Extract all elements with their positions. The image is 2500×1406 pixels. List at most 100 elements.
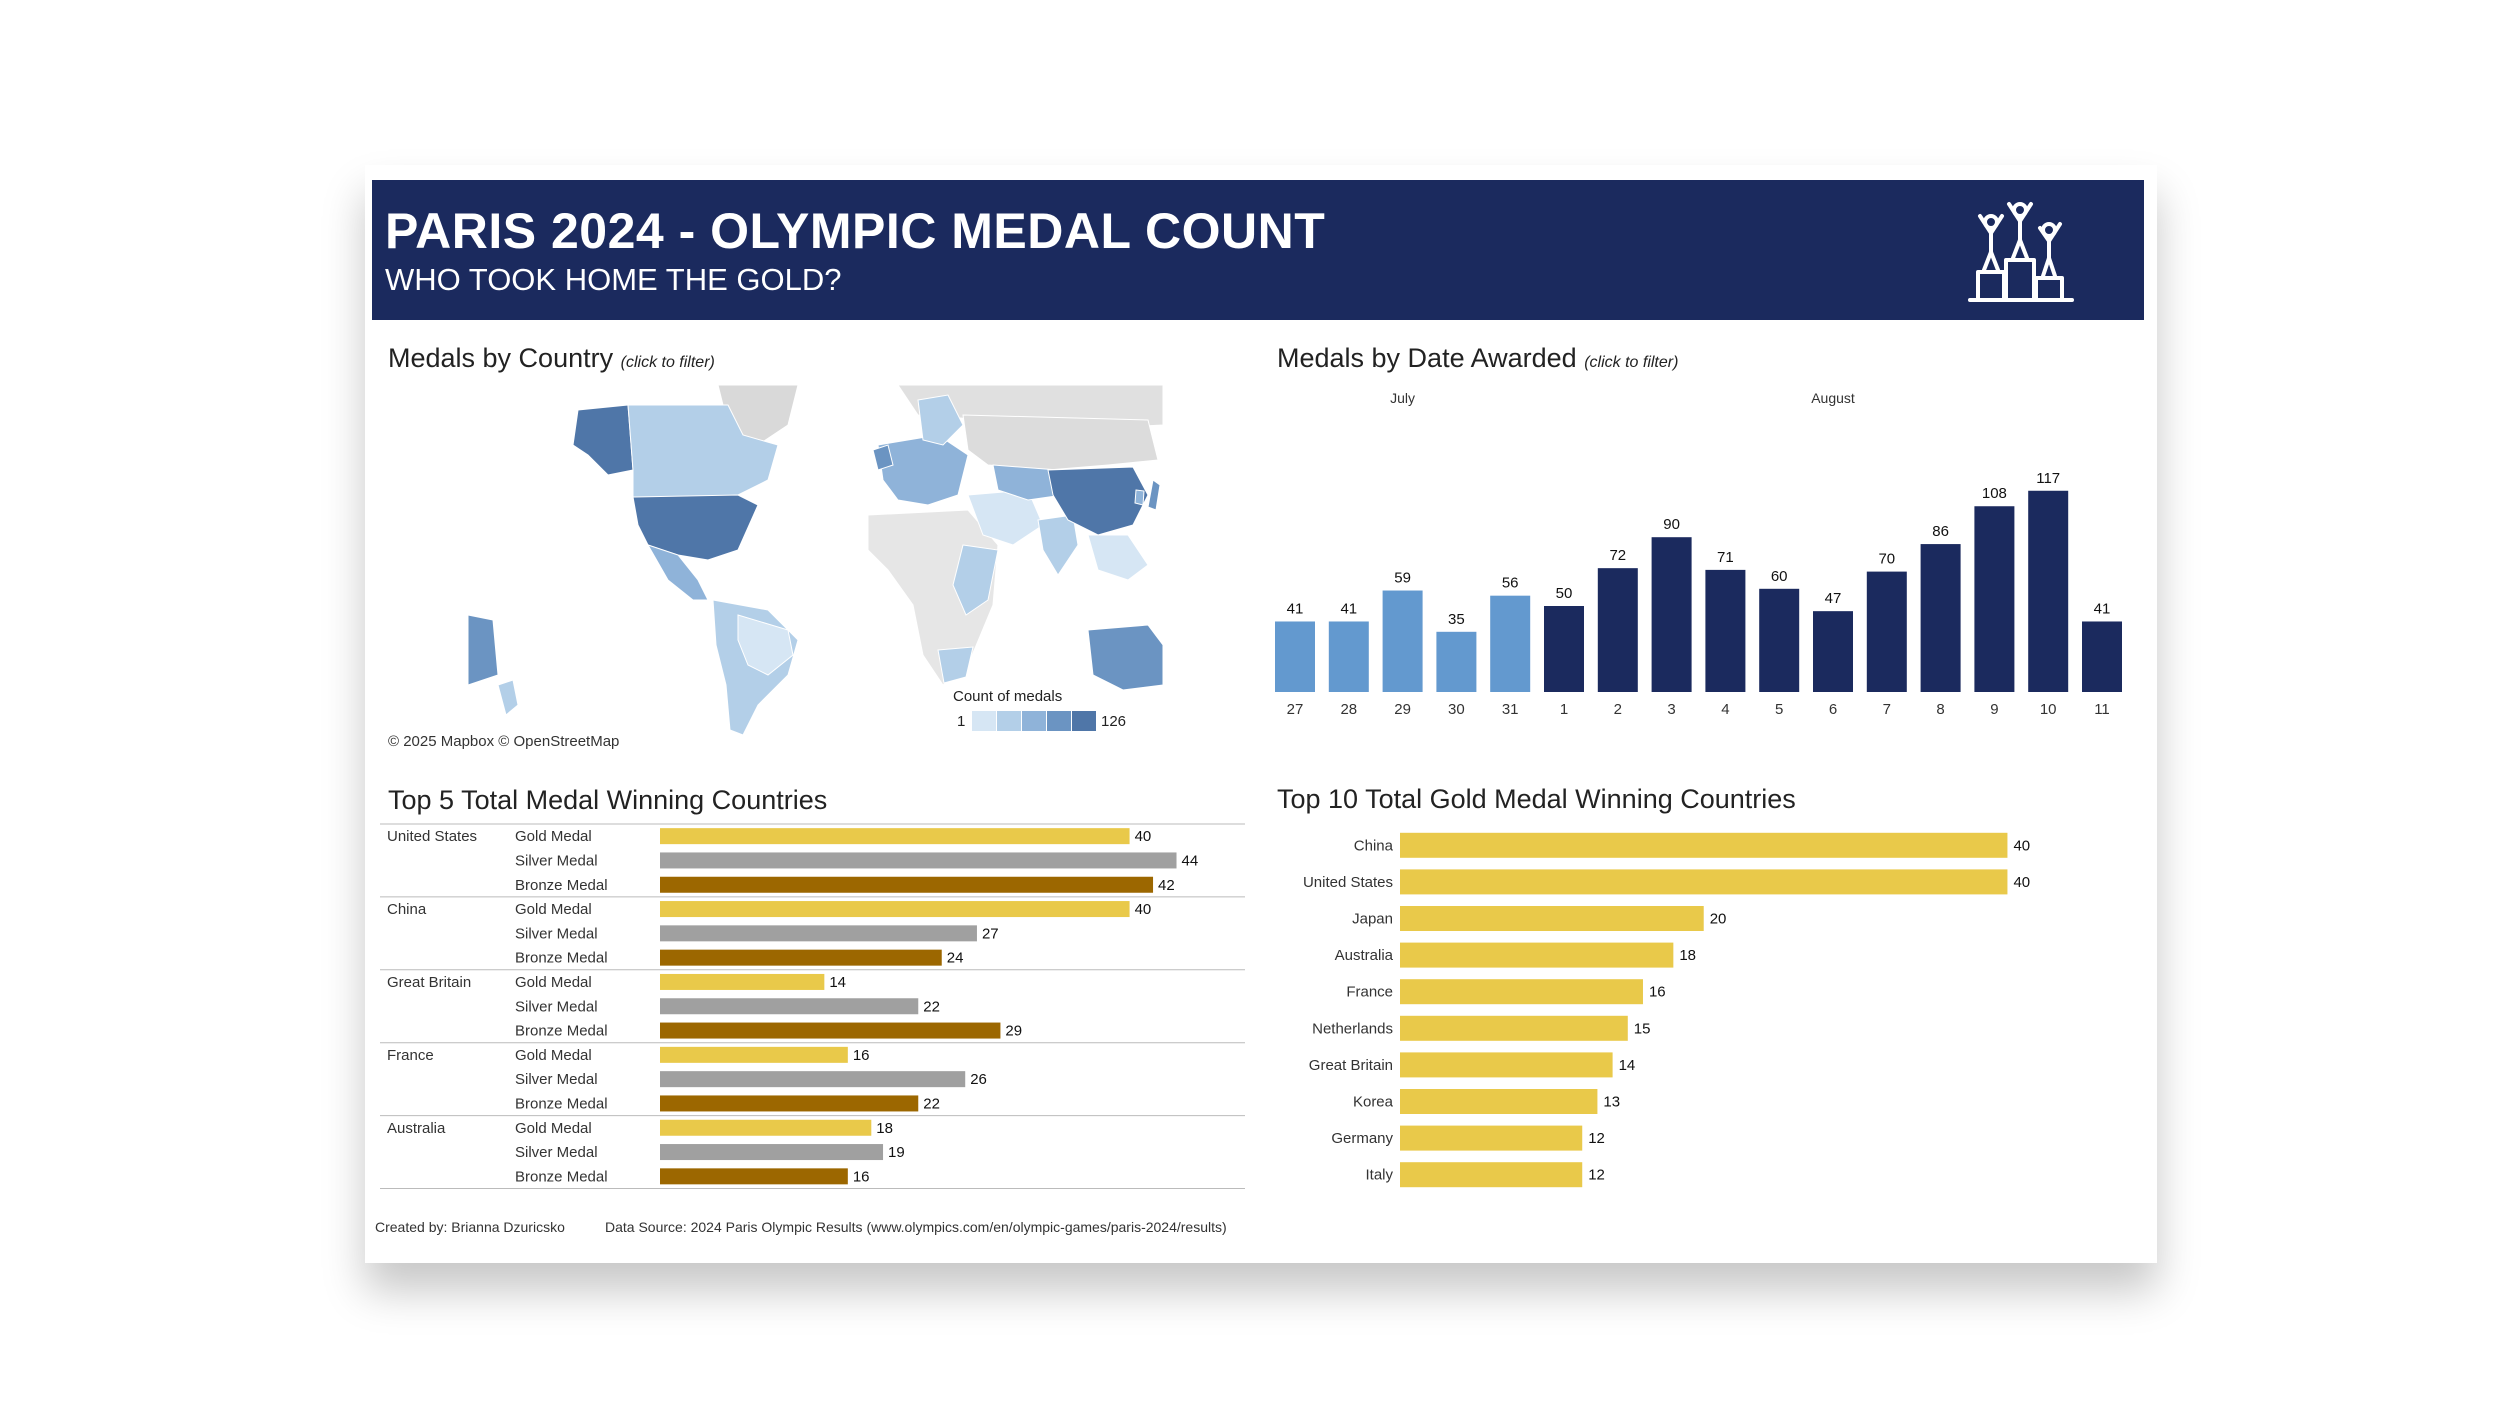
top5-bar [660, 949, 942, 966]
date-bar[interactable] [1490, 595, 1531, 692]
date-tick-label: 30 [1448, 701, 1465, 718]
top5-bar [660, 1119, 872, 1136]
date-bar[interactable] [1759, 588, 1800, 692]
top5-bar [660, 1071, 966, 1088]
top5-medal-label: Silver Medal [515, 1071, 598, 1088]
top5-medal-label: Gold Medal [515, 974, 592, 991]
top5-bar [660, 828, 1130, 845]
map-region-china [1047, 466, 1149, 536]
top5-bar-value: 14 [829, 974, 846, 991]
top5-total-chart: United States Gold Medal 40 Silver Medal 44 B… [380, 823, 1245, 1189]
date-bar[interactable] [1866, 571, 1907, 692]
legend-min: 1 [957, 713, 966, 730]
top5-bar-value: 18 [876, 1120, 893, 1137]
date-tick-label: 28 [1340, 701, 1357, 718]
legend-swatch [972, 711, 997, 731]
top10-bar [1400, 979, 1643, 1005]
top5-bar-value: 24 [947, 950, 964, 967]
date-tick-label: 11 [2094, 701, 2110, 718]
top5-bar [660, 1144, 884, 1161]
top5-bar-value: 40 [1135, 901, 1152, 918]
top5-medal-label: Gold Medal [515, 901, 592, 918]
date-bar[interactable] [2028, 490, 2069, 692]
map-region-scandinavia [917, 394, 964, 446]
date-bar-value: 70 [1878, 551, 1895, 568]
top10-country-label: Netherlands [1312, 1020, 1393, 1037]
date-bar[interactable] [1705, 569, 1746, 692]
date-tick-label: 4 [1721, 701, 1729, 718]
top5-bar [660, 973, 825, 990]
top10-bar [1400, 1125, 1583, 1151]
top10-country-label: Great Britain [1309, 1057, 1393, 1074]
map-region-south-africa [937, 646, 974, 684]
medals-by-date-chart[interactable]: 41 27 41 28 59 29 35 30 56 31 July 50 1 72 2 90 3 71 4 60 5 4… [1265, 377, 2125, 737]
date-bar[interactable] [1436, 631, 1477, 692]
date-bar[interactable] [1920, 544, 1961, 692]
date-tick-label: 10 [2040, 701, 2057, 718]
map-region-russia [962, 414, 1159, 471]
date-bar[interactable] [2082, 621, 2122, 692]
map-region-brazil [737, 614, 794, 676]
world-map[interactable] [468, 385, 1163, 735]
top5-medal-label: Gold Medal [515, 1120, 592, 1137]
top5-bar-value: 22 [923, 998, 940, 1015]
top5-bar [660, 998, 919, 1015]
page-title: PARIS 2024 - OLYMPIC MEDAL COUNT [385, 203, 1326, 259]
date-bar[interactable] [1275, 621, 1315, 692]
top5-medal-label: Silver Medal [515, 925, 598, 942]
map-region-usa [632, 494, 759, 561]
date-bar[interactable] [1813, 611, 1853, 692]
date-tick-label: 1 [1560, 701, 1568, 718]
date-bar-value: 59 [1394, 570, 1411, 587]
date-bar[interactable] [1597, 568, 1638, 692]
top10-bar-value: 16 [1649, 984, 1666, 1001]
top5-medal-label: Gold Medal [515, 828, 592, 845]
date-bar-value: 35 [1448, 611, 1465, 628]
map-panel-title: Medals by Country (click to filter) [388, 343, 715, 374]
map-region-southeast-asia [1087, 534, 1149, 581]
top5-panel-title: Top 5 Total Medal Winning Countries [388, 785, 828, 815]
top5-country-label: Australia [387, 1120, 446, 1137]
top10-country-label: Germany [1331, 1130, 1393, 1147]
top5-bar-value: 19 [888, 1144, 905, 1161]
top5-country-label: Great Britain [387, 974, 471, 991]
top10-bar [1400, 1089, 1598, 1114]
legend-swatch [1047, 711, 1072, 731]
date-group-label: July [1390, 390, 1415, 406]
date-tick-label: 31 [1502, 701, 1519, 718]
map-title-text: Medals by Country [388, 343, 614, 373]
date-bar-value: 41 [1340, 600, 1357, 617]
top10-bar [1400, 906, 1704, 931]
top10-bar-value: 20 [1710, 911, 1727, 928]
podium-icon [1968, 202, 2074, 302]
date-bar-value: 41 [1287, 600, 1304, 617]
date-filter-hint: (click to filter) [1584, 354, 1679, 371]
date-tick-label: 6 [1829, 701, 1837, 718]
top10-country-label: United States [1303, 874, 1393, 891]
top10-panel-title: Top 10 Total Gold Medal Winning Countrie… [1277, 784, 1796, 814]
date-bar[interactable] [1382, 590, 1423, 692]
legend-swatch [997, 711, 1022, 731]
top5-bar [660, 876, 1154, 893]
dashboard-card: PARIS 2024 - OLYMPIC MEDAL COUNT WHO TOO… [365, 165, 2157, 1263]
date-bar[interactable] [1328, 621, 1369, 692]
legend-swatch [1022, 711, 1047, 731]
top10-bar-value: 14 [1619, 1057, 1636, 1074]
map-region-korea [1134, 489, 1145, 506]
top10-bar [1400, 942, 1674, 968]
top5-bar-value: 27 [982, 925, 999, 942]
top10-country-label: China [1354, 837, 1394, 854]
date-bar[interactable] [1544, 606, 1584, 692]
top10-bar [1400, 1052, 1613, 1078]
date-tick-label: 9 [1990, 701, 1998, 718]
header-banner: PARIS 2024 - OLYMPIC MEDAL COUNT WHO TOO… [372, 180, 2144, 320]
date-bar[interactable] [1974, 506, 2015, 692]
top10-bar-value: 12 [1588, 1167, 1605, 1184]
top10-bar [1400, 1162, 1583, 1188]
date-bar[interactable] [1651, 537, 1692, 692]
top5-bar [660, 925, 977, 942]
top5-country-label: China [387, 901, 427, 918]
top10-country-label: Australia [1335, 947, 1394, 964]
date-panel-title: Medals by Date Awarded (click to filter) [1277, 343, 1678, 374]
legend-title: Count of medals [953, 688, 1063, 705]
